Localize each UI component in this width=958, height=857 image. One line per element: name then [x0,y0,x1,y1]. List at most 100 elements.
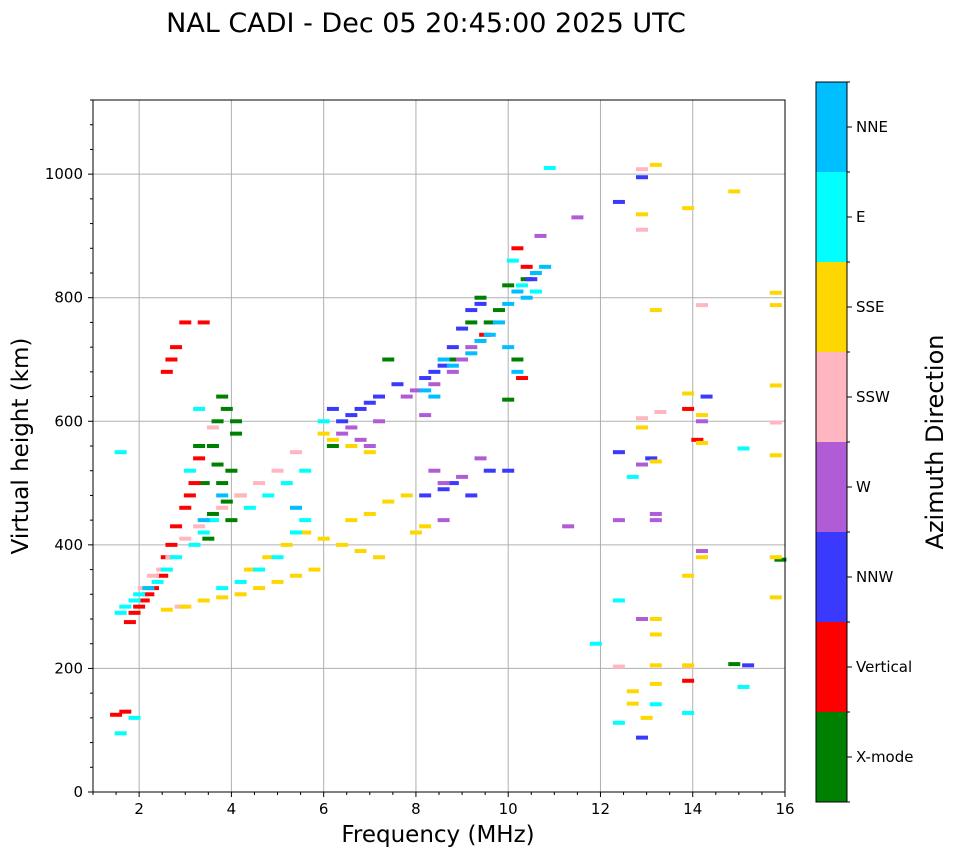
echo-xmode [225,468,238,473]
echo-nnw [428,369,441,374]
echo-sse [769,453,782,458]
echo-vertical [179,505,192,510]
colorbar-tick-label: SSW [856,388,890,406]
echo-xmode [774,557,787,562]
echo-ssw [271,468,284,473]
echo-sse [345,444,358,448]
echo-vertical [520,264,533,269]
y-tick-label: 1000 [45,165,83,183]
colorbar-segment [816,82,847,172]
echo-w [363,444,376,448]
echo-e [516,283,529,288]
echo-nnw [635,175,648,180]
echo-vertical [691,437,704,442]
echo-vertical [188,481,201,486]
echo-sse [234,592,247,597]
echo-nnw [525,277,538,282]
echo-e [151,579,164,584]
colorbar-tick-label: E [856,208,865,226]
echo-vertical [110,712,123,717]
x-tick-label: 10 [499,800,518,818]
echo-ssw [769,420,782,425]
echo-nnw [645,456,658,461]
echo-sse [345,518,358,523]
echo-w [474,456,487,461]
echo-e [128,598,141,603]
echo-w [649,518,662,523]
echo-sse [409,530,422,535]
colorbar: X-mode Vertical NNW W SSW SSE E NNE [816,81,913,803]
echo-sse [769,290,782,295]
grid-lines [93,100,786,793]
echo-nnw [612,450,625,455]
echo-w [428,382,441,387]
echo-e [128,715,141,720]
echo-sse [299,530,312,535]
echo-xmode [197,481,210,486]
echo-e [271,555,284,560]
echo-ssw [635,416,648,421]
echo-e [193,406,206,411]
echo-e [133,592,146,597]
echo-e [183,468,196,473]
echo-e [299,518,312,523]
echo-w [446,369,459,374]
echo-nnw [700,394,713,399]
colorbar-tick-label: NNW [856,568,893,586]
echo-e [612,720,625,725]
echo-nnw [502,468,515,473]
echo-e [262,493,275,498]
echo-nne [511,369,524,374]
colorbar-tick-label: Vertical [856,658,912,676]
echo-sse [695,555,708,560]
echo-nnw [635,735,648,740]
y-tick-label: 400 [54,536,83,554]
echo-nnw [345,413,358,418]
echo-sse [160,607,173,612]
echo-xmode [206,444,219,448]
colorbar-frame [815,81,848,803]
echo-sse [280,542,293,547]
chart-title: NAL CADI - Dec 05 20:45:00 2025 UTC [166,8,686,39]
echo-w [695,549,708,554]
echo-e [114,450,127,455]
echo-sse [363,450,376,455]
echo-sse [216,595,229,600]
echo-xmode [465,320,478,325]
echo-sse [635,425,648,430]
echo-ssw [253,481,266,486]
echo-sse [336,542,349,547]
echo-w [336,431,349,436]
echo-w [635,617,648,621]
y-axis-ticks: 0 200 400 600 800 1000 [45,99,93,801]
echo-ssw [612,664,625,669]
echo-w [695,419,708,424]
data-marks [110,162,787,740]
echo-sse [354,549,367,554]
echo-vertical [142,592,155,597]
echo-xmode [206,511,219,516]
echo-sse [197,598,210,603]
y-tick-label: 0 [73,783,83,801]
echo-e [206,518,219,523]
echo-xmode [511,357,524,362]
colorbar-tick-label: SSE [856,298,885,316]
echo-nne [419,388,432,393]
colorbar-segment [816,262,847,352]
colorbar-label: Azimuth Direction [921,335,949,550]
echo-w [635,462,648,467]
echo-w [456,474,469,479]
echo-w [612,518,625,523]
echo-ssw [206,425,219,430]
x-tick-label: 8 [411,800,421,818]
echo-xmode [446,357,459,362]
echo-nne [529,271,542,275]
echo-xmode [230,419,243,424]
echo-sse [728,189,741,194]
echo-ssw [635,167,648,172]
echo-vertical [160,369,173,374]
echo-e [188,542,201,547]
echo-nnw [474,301,487,306]
echo-nnw [419,493,432,498]
